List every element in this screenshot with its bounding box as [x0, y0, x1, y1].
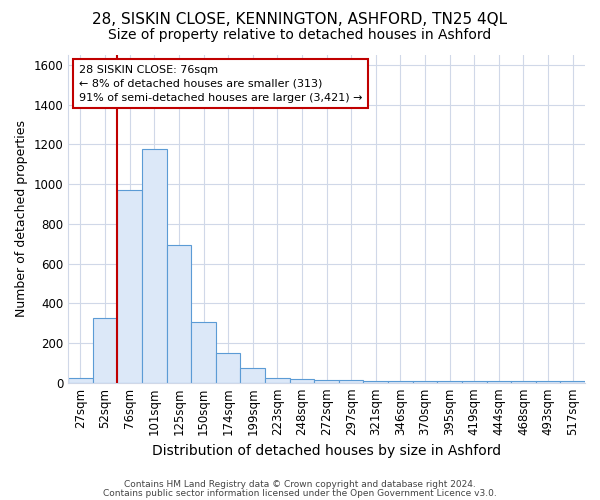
Text: Size of property relative to detached houses in Ashford: Size of property relative to detached ho…: [109, 28, 491, 42]
Bar: [560, 381, 585, 382]
Y-axis label: Number of detached properties: Number of detached properties: [15, 120, 28, 318]
Bar: [216, 353, 241, 382]
Bar: [388, 381, 413, 382]
Bar: [241, 368, 265, 382]
Bar: [437, 381, 462, 382]
Bar: [93, 318, 118, 382]
Text: Contains HM Land Registry data © Crown copyright and database right 2024.: Contains HM Land Registry data © Crown c…: [124, 480, 476, 489]
X-axis label: Distribution of detached houses by size in Ashford: Distribution of detached houses by size …: [152, 444, 501, 458]
Text: 28, SISKIN CLOSE, KENNINGTON, ASHFORD, TN25 4QL: 28, SISKIN CLOSE, KENNINGTON, ASHFORD, T…: [92, 12, 508, 28]
Bar: [487, 381, 511, 382]
Bar: [339, 380, 364, 382]
Bar: [290, 378, 314, 382]
Bar: [68, 378, 93, 382]
Bar: [265, 378, 290, 382]
Bar: [511, 381, 536, 382]
Bar: [142, 150, 167, 382]
Bar: [364, 381, 388, 382]
Bar: [314, 380, 339, 382]
Bar: [462, 381, 487, 382]
Text: Contains public sector information licensed under the Open Government Licence v3: Contains public sector information licen…: [103, 488, 497, 498]
Bar: [191, 322, 216, 382]
Bar: [413, 381, 437, 382]
Bar: [167, 244, 191, 382]
Bar: [536, 381, 560, 382]
Text: 28 SISKIN CLOSE: 76sqm
← 8% of detached houses are smaller (313)
91% of semi-det: 28 SISKIN CLOSE: 76sqm ← 8% of detached …: [79, 65, 362, 103]
Bar: [118, 190, 142, 382]
